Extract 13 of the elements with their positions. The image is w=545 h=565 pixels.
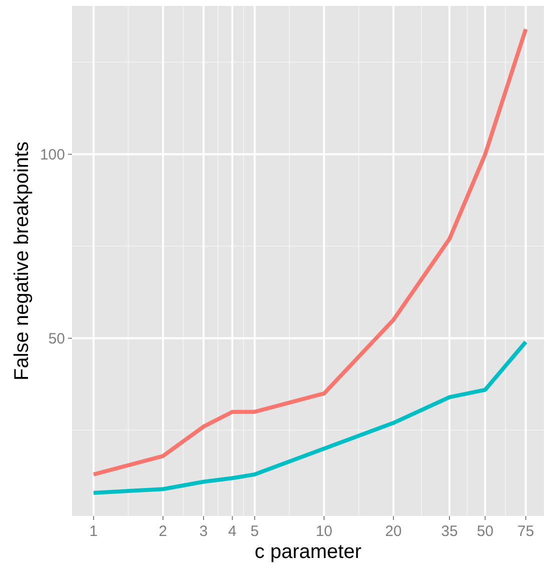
- x-tick-label: 5: [250, 523, 259, 540]
- x-tick-label: 75: [517, 523, 534, 540]
- x-tick-label: 10: [316, 523, 332, 540]
- x-tick-label: 50: [476, 523, 494, 540]
- x-tick-label: 4: [228, 523, 237, 540]
- x-tick-label: 3: [199, 523, 208, 540]
- x-tick-label: 2: [158, 523, 168, 540]
- y-axis-title: False negative breakpoints: [11, 141, 33, 381]
- x-tick-label: 35: [441, 523, 458, 540]
- y-tick-label: 100: [40, 146, 65, 164]
- x-axis-title: c parameter: [254, 541, 362, 563]
- x-tick-label: 1: [89, 523, 98, 540]
- x-tick-label: 20: [385, 523, 402, 540]
